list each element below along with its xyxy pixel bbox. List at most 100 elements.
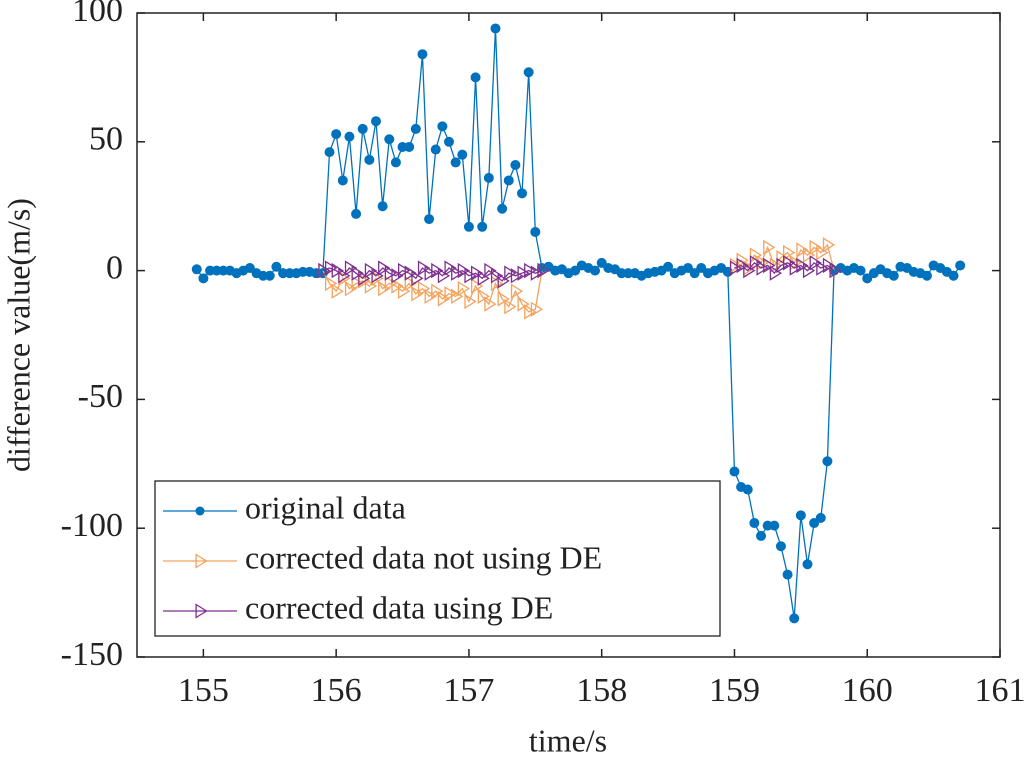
- data-point: [477, 288, 490, 305]
- data-point: [570, 265, 581, 276]
- data-point: [437, 291, 451, 307]
- data-point: [191, 264, 202, 275]
- data-point: [424, 265, 437, 281]
- data-point: [411, 286, 424, 302]
- x-tick-label: 160: [842, 672, 893, 709]
- data-point: [537, 262, 550, 279]
- data-point: [888, 270, 899, 281]
- data-point: [331, 262, 344, 279]
- data-point: [444, 260, 457, 276]
- data-point: [370, 116, 381, 127]
- data-point: [523, 67, 534, 78]
- data-point: [384, 134, 395, 145]
- data-point: [796, 242, 809, 258]
- data-point: [749, 247, 763, 263]
- data-point: [377, 201, 388, 212]
- data-point: [763, 239, 776, 256]
- data-point: [776, 250, 789, 266]
- y-tick-label: -100: [61, 507, 123, 544]
- y-tick-label: 0: [106, 249, 123, 286]
- data-point: [497, 273, 510, 289]
- data-point: [457, 280, 471, 297]
- data-point: [338, 268, 351, 284]
- data-point: [444, 286, 457, 302]
- data-point: [464, 268, 477, 284]
- data-point: [337, 175, 348, 186]
- data-point: [477, 221, 488, 232]
- data-point: [862, 273, 873, 284]
- data-point: [756, 260, 769, 276]
- data-point: [816, 244, 829, 261]
- data-point: [510, 283, 524, 299]
- data-point: [809, 518, 820, 529]
- legend-box: [154, 480, 721, 637]
- data-point: [271, 261, 282, 272]
- data-point: [749, 518, 760, 529]
- data-point: [816, 260, 829, 276]
- data-point: [417, 260, 431, 276]
- data-point: [782, 569, 793, 580]
- data-point: [437, 268, 451, 284]
- x-tick-label: 157: [443, 672, 494, 709]
- legend-label: corrected data using DE: [245, 589, 553, 625]
- legend-marker: [195, 506, 205, 516]
- data-point: [822, 237, 836, 253]
- data-point: [504, 298, 517, 315]
- data-point: [351, 208, 362, 219]
- data-point: [504, 265, 517, 281]
- data-point: [795, 510, 806, 521]
- legend-label: corrected data not using DE: [245, 539, 602, 575]
- data-point: [921, 270, 932, 281]
- data-point: [431, 283, 444, 299]
- legend: original data corrected data not using DE…: [154, 480, 721, 637]
- data-point: [483, 172, 494, 183]
- data-point: [378, 280, 391, 297]
- data-point: [510, 159, 521, 170]
- data-point: [451, 288, 464, 305]
- data-point: [244, 263, 255, 274]
- data-point: [829, 262, 842, 279]
- data-point: [789, 260, 802, 276]
- data-point: [802, 247, 816, 263]
- data-point: [783, 244, 796, 261]
- data-point: [324, 275, 338, 292]
- data-point: [769, 265, 783, 281]
- data-point: [769, 520, 780, 531]
- data-point: [802, 559, 813, 570]
- data-point: [404, 265, 417, 281]
- data-point: [264, 270, 275, 281]
- data-point: [948, 270, 959, 281]
- data-point: [490, 268, 504, 284]
- plot-frame: [136, 12, 1001, 658]
- data-point: [378, 260, 391, 276]
- data-point: [457, 262, 471, 279]
- x-tick-label: 156: [311, 672, 362, 709]
- data-point: [477, 270, 490, 287]
- data-point: [524, 262, 537, 279]
- data-point: [384, 265, 397, 281]
- data-point: [802, 262, 816, 279]
- data-point: [417, 49, 428, 60]
- data-point: [344, 280, 358, 297]
- data-point: [490, 23, 501, 34]
- data-point: [431, 262, 444, 279]
- data-point: [397, 262, 411, 279]
- data-point: [397, 283, 411, 299]
- data-point: [663, 261, 674, 272]
- data-point: [351, 275, 364, 292]
- data-point: [809, 239, 822, 256]
- data-point: [391, 278, 404, 294]
- y-tick-label: 100: [72, 0, 123, 29]
- data-point: [391, 268, 404, 284]
- y-axis-label: difference value(m/s): [0, 198, 36, 472]
- y-tick-label: 50: [89, 121, 123, 158]
- data-point: [331, 129, 342, 140]
- data-point: [530, 301, 544, 317]
- data-point: [517, 188, 528, 199]
- x-tick-label: 158: [576, 672, 627, 709]
- data-point: [736, 257, 749, 274]
- data-point: [815, 512, 826, 523]
- data-point: [357, 123, 368, 134]
- data-point: [484, 262, 497, 279]
